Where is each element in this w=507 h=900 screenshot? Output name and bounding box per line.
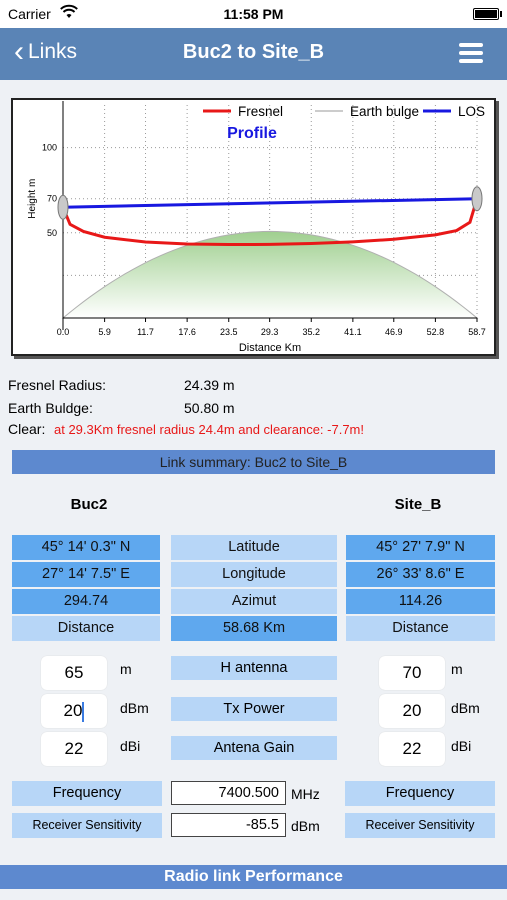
site-b-tx-power-unit: dBm xyxy=(451,700,480,716)
profile-chart: 0.0 5.9 11.7 17.6 23.5 29.3 35.2 41.1 46.9 52.8 58… xyxy=(11,98,496,356)
fresnel-line xyxy=(61,198,479,247)
site-a-h-antenna-unit: m xyxy=(120,661,132,677)
site-b-frequency-label: Frequency xyxy=(345,781,495,806)
clock: 11:58 PM xyxy=(223,6,284,22)
earth-bulge-label: Earth Buldge: xyxy=(8,400,93,416)
site-a-latitude: 45° 14' 0.3" N xyxy=(12,535,160,560)
site-b-name: Site_B xyxy=(394,496,442,513)
back-button[interactable]: ‹ Links xyxy=(14,35,78,68)
earth-bulge-value: 50.80 m xyxy=(184,400,235,416)
x-tick-label: 46.9 xyxy=(385,327,403,337)
earth-bulge-area xyxy=(61,230,479,319)
site-a-tx-power-value: 20 xyxy=(63,701,83,720)
x-tick-label: 11.7 xyxy=(137,327,154,337)
y-tick-label: 50 xyxy=(47,228,57,238)
page-title: Buc2 to Site_B xyxy=(182,41,325,63)
radio-link-performance-bar[interactable]: Radio link Performance xyxy=(0,865,507,889)
fresnel-radius-label: Fresnel Radius: xyxy=(8,377,107,393)
clearance-value: at 29.3Km fresnel radius 24.4m and clear… xyxy=(54,422,364,437)
status-bar: Carrier 11:58 PM xyxy=(0,0,507,28)
legend-label: Fresnel xyxy=(238,104,283,119)
site-a-tx-power-input[interactable]: 20 xyxy=(41,694,107,728)
site-a-sensitivity-label: Receiver Sensitivity xyxy=(12,813,162,838)
frequency-input[interactable]: 7400.500 xyxy=(171,781,286,805)
site-b-latitude: 45° 27' 7.9" N xyxy=(346,535,495,560)
y-tick-label: 70 xyxy=(47,194,57,204)
x-tick-label: 35.2 xyxy=(302,327,320,337)
site-b-distance-label: Distance xyxy=(346,616,495,641)
back-label: Links xyxy=(28,40,78,63)
x-tick-label: 52.8 xyxy=(427,327,445,337)
sensitivity-unit: dBm xyxy=(291,818,320,834)
site-b-tx-power-input[interactable]: 20 xyxy=(379,694,445,728)
link-summary-bar: Link summary: Buc2 to Site_B xyxy=(12,450,495,474)
site-b-h-antenna-input[interactable]: 70 xyxy=(379,656,445,690)
battery-icon xyxy=(473,8,499,20)
x-tick-label: 58.7 xyxy=(468,327,486,337)
x-tick-label: 23.5 xyxy=(220,327,238,337)
x-axis-label: Distance Km xyxy=(239,342,301,354)
frequency-unit: MHz xyxy=(291,786,320,802)
site-a-tx-power-unit: dBm xyxy=(120,700,149,716)
text-cursor xyxy=(82,701,85,722)
x-tick-label: 41.1 xyxy=(344,327,362,337)
antenna-icon xyxy=(471,186,483,212)
site-a-gain-input[interactable]: 22 xyxy=(41,732,107,766)
antenna-gain-label: Antena Gain xyxy=(171,736,337,760)
legend-label: LOS xyxy=(458,104,485,119)
clearance-label: Clear: xyxy=(8,421,46,437)
site-b-sensitivity-label: Receiver Sensitivity xyxy=(345,813,495,838)
hamburger-icon[interactable] xyxy=(459,43,483,63)
fresnel-radius-value: 24.39 m xyxy=(184,377,235,393)
antenna-icon xyxy=(57,194,69,220)
site-a-longitude: 27° 14' 7.5" E xyxy=(12,562,160,587)
azimut-label: Azimut xyxy=(171,589,337,614)
legend-label: Earth bulge xyxy=(350,104,419,119)
y-axis-label: Height m xyxy=(27,179,38,219)
tx-power-label: Tx Power xyxy=(171,697,337,721)
site-b-longitude: 26° 33' 8.6" E xyxy=(346,562,495,587)
site-a-h-antenna-input[interactable]: 65 xyxy=(41,656,107,690)
site-b-gain-unit: dBi xyxy=(451,738,472,754)
los-line xyxy=(62,197,478,209)
navigation-bar: ‹ Links Buc2 to Site_B xyxy=(0,28,507,80)
sensitivity-input[interactable]: -85.5 xyxy=(171,813,286,837)
distance-value: 58.68 Km xyxy=(171,616,337,641)
chart-title: Profile xyxy=(227,125,277,142)
h-antenna-label: H antenna xyxy=(171,656,337,680)
site-b-azimut: 114.26 xyxy=(346,589,495,614)
site-a-frequency-label: Frequency xyxy=(12,781,162,806)
wifi-icon xyxy=(60,4,78,23)
x-tick-label: 29.3 xyxy=(261,327,279,337)
site-b-gain-input[interactable]: 22 xyxy=(379,732,445,766)
profile-chart-svg: 0.0 5.9 11.7 17.6 23.5 29.3 35.2 41.1 46.9 52.8 58… xyxy=(27,101,486,354)
chevron-left-icon: ‹ xyxy=(14,35,24,68)
site-b-h-antenna-unit: m xyxy=(451,661,463,677)
y-tick-label: 100 xyxy=(42,143,57,153)
x-tick-label: 17.6 xyxy=(178,327,196,337)
site-a-azimut: 294.74 xyxy=(12,589,160,614)
x-tick-label: 5.9 xyxy=(98,327,111,337)
site-a-distance-label: Distance xyxy=(12,616,160,641)
x-tick-label: 0.0 xyxy=(57,327,70,337)
carrier-label: Carrier xyxy=(8,6,51,22)
battery-tip xyxy=(500,11,502,17)
site-a-name: Buc2 xyxy=(70,496,108,513)
latitude-label: Latitude xyxy=(171,535,337,560)
site-a-gain-unit: dBi xyxy=(120,738,141,754)
longitude-label: Longitude xyxy=(171,562,337,587)
